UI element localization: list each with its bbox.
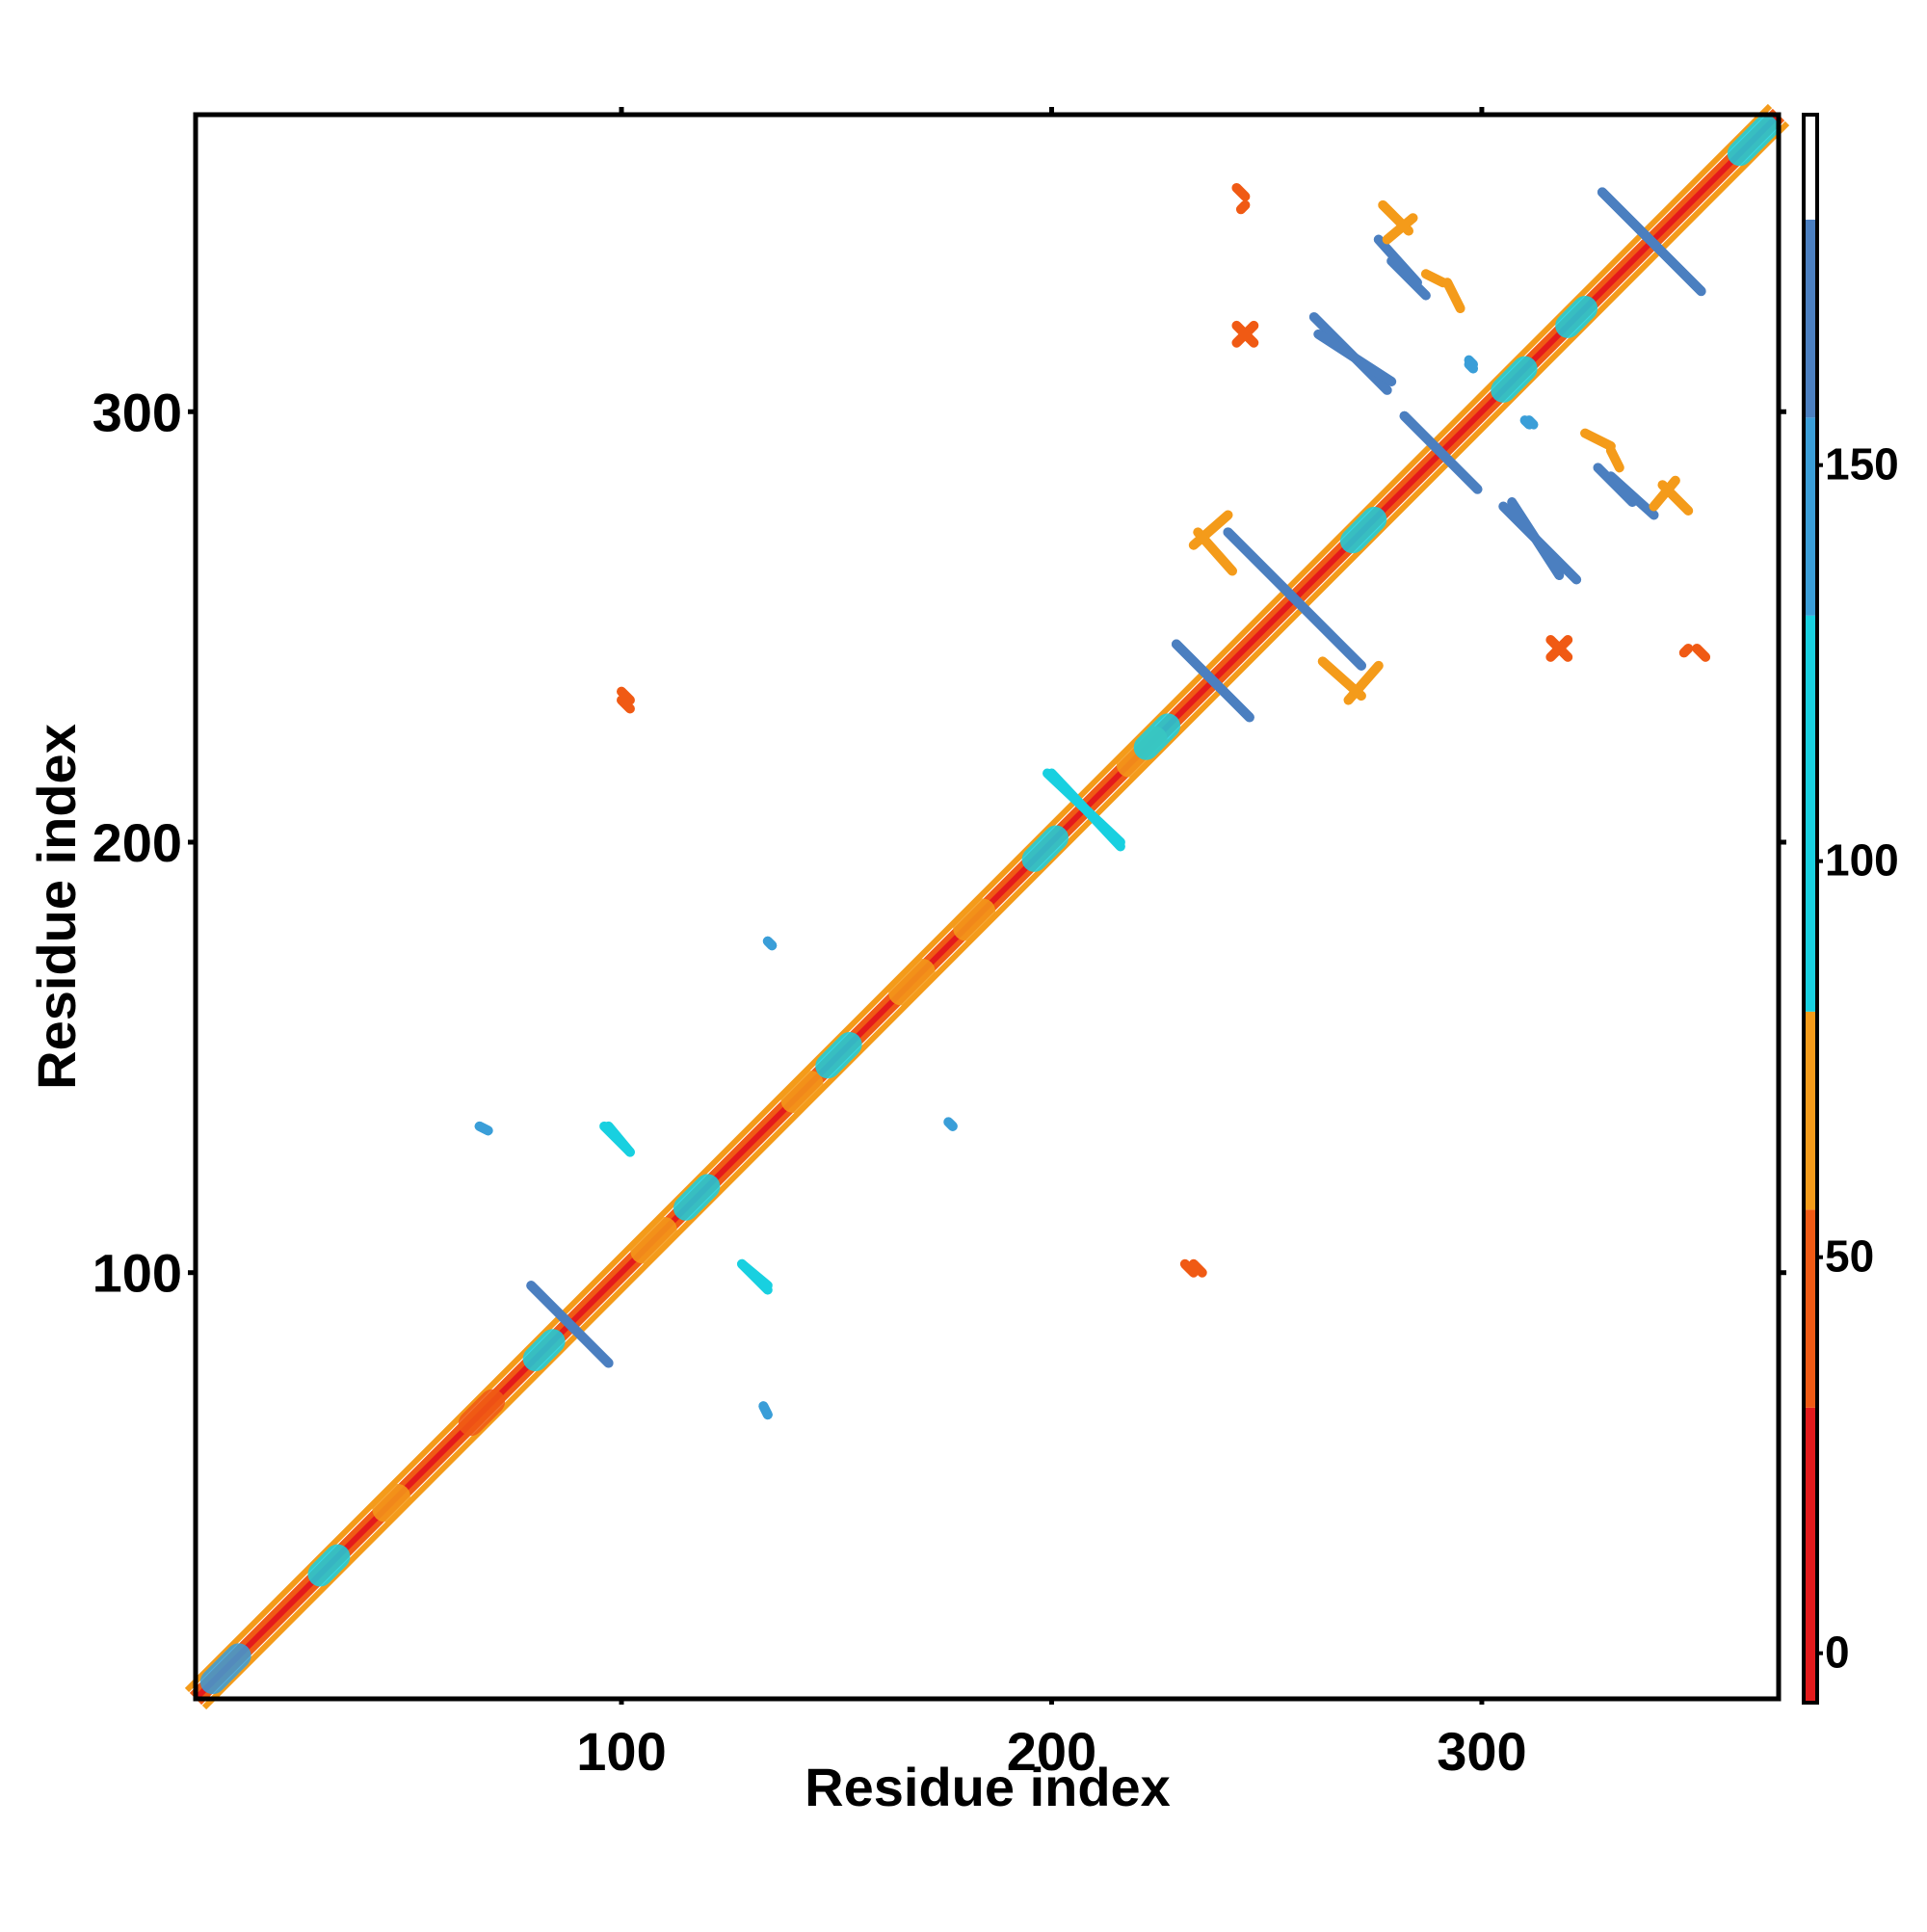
contact-mark-mirror bbox=[1386, 255, 1431, 301]
colorbar-segment bbox=[1806, 1407, 1815, 1701]
contact-mark bbox=[1317, 656, 1366, 701]
x-axis-title: Residue index bbox=[805, 1757, 1171, 1817]
x-axis-ticks: 100 200 300 bbox=[576, 107, 1527, 1782]
contact-mark-mirror bbox=[1313, 329, 1397, 386]
colorbar-ticks: 0 50 100 150 bbox=[1817, 439, 1899, 1678]
diagonal-feature bbox=[953, 898, 996, 941]
contact-mark bbox=[943, 1117, 958, 1131]
plot-area bbox=[184, 103, 1790, 1710]
diagonal-feature bbox=[888, 959, 936, 1006]
diagonal-feature bbox=[1021, 825, 1069, 872]
contact-mark-mirror bbox=[1235, 199, 1251, 215]
contact-mark bbox=[1580, 428, 1616, 451]
contact-mark-mirror bbox=[1605, 445, 1624, 473]
contact-mark-mirror bbox=[1223, 527, 1366, 671]
contact-mark-mirror bbox=[526, 1281, 614, 1368]
colorbar-segment bbox=[1806, 615, 1815, 1012]
diagonal-feature bbox=[199, 1643, 251, 1695]
contact-mark bbox=[1464, 359, 1479, 374]
diagonal-feature bbox=[458, 1389, 506, 1437]
plot-frame bbox=[193, 112, 1782, 1702]
colorbar-tick-label: 50 bbox=[1825, 1231, 1874, 1282]
diagonal-feature bbox=[1555, 296, 1598, 338]
diagonal-feature bbox=[815, 1031, 862, 1079]
diagonal-feature bbox=[673, 1174, 721, 1221]
contact-mark bbox=[1545, 635, 1573, 662]
colorbar-tick-label: 150 bbox=[1825, 439, 1899, 490]
diagonal-feature bbox=[372, 1484, 410, 1522]
contact-mark-mirror bbox=[1399, 410, 1483, 494]
colorbar-segment bbox=[1806, 117, 1815, 220]
diagonal-feature bbox=[307, 1544, 351, 1587]
contact-mark-mirror bbox=[617, 686, 635, 705]
colorbar-frame bbox=[1802, 113, 1819, 1705]
y-axis-title: Residue index bbox=[26, 724, 87, 1090]
contact-mark-mirror bbox=[1519, 415, 1535, 430]
contact-mark-mirror bbox=[1193, 527, 1237, 576]
y-tick-label: 100 bbox=[92, 1243, 182, 1304]
contact-mark-mirror bbox=[1442, 278, 1465, 314]
diagonal-feature bbox=[630, 1217, 677, 1264]
contact-mark bbox=[758, 1401, 773, 1420]
contact-mark bbox=[617, 695, 635, 714]
y-tick-label: 200 bbox=[92, 812, 182, 873]
colorbar-segment bbox=[1806, 1209, 1815, 1408]
contact-mark-mirror bbox=[474, 1121, 493, 1136]
colorbar bbox=[1802, 113, 1819, 1705]
contact-mark-mirror bbox=[1179, 1258, 1199, 1278]
colorbar-tick-label: 100 bbox=[1825, 835, 1899, 886]
contact-mark-mirror bbox=[1043, 768, 1125, 847]
contact-mark bbox=[1231, 182, 1251, 201]
contact-mark bbox=[1188, 1258, 1207, 1278]
diagonal-feature bbox=[1339, 506, 1387, 554]
y-axis-ticks: 100 200 300 bbox=[92, 382, 1786, 1304]
contact-mark-mirror bbox=[1692, 643, 1711, 662]
diagonal-feature bbox=[1491, 356, 1538, 403]
x-tick-label: 100 bbox=[576, 1721, 666, 1782]
diagonal-feature bbox=[780, 1071, 824, 1114]
contact-mark bbox=[1649, 475, 1680, 512]
contact-mark-mirror bbox=[762, 936, 778, 951]
contact-mark-mirror bbox=[599, 1121, 635, 1157]
contact-mark bbox=[1593, 463, 1638, 508]
contact-mark-mirror bbox=[1171, 639, 1254, 723]
diagonal-feature bbox=[1133, 713, 1181, 760]
contact-mark-mirror bbox=[1231, 320, 1259, 348]
contact-mark-mirror bbox=[1597, 187, 1706, 297]
x-tick-label: 200 bbox=[1007, 1721, 1096, 1782]
contact-mark bbox=[1507, 497, 1565, 581]
colorbar-tick-label: 0 bbox=[1825, 1628, 1850, 1678]
contact-mark bbox=[1420, 269, 1448, 288]
y-tick-label: 300 bbox=[92, 382, 182, 442]
colorbar-segment bbox=[1806, 417, 1815, 616]
x-tick-label: 300 bbox=[1437, 1721, 1526, 1782]
diagonal-feature bbox=[1727, 115, 1779, 167]
diagonal-feature bbox=[522, 1329, 566, 1372]
contact-mark bbox=[1678, 643, 1694, 658]
colorbar-segment bbox=[1806, 1011, 1815, 1210]
contact-mark bbox=[737, 1258, 773, 1295]
colorbar-segment bbox=[1806, 219, 1815, 418]
contact-mark-mirror bbox=[1382, 213, 1418, 245]
